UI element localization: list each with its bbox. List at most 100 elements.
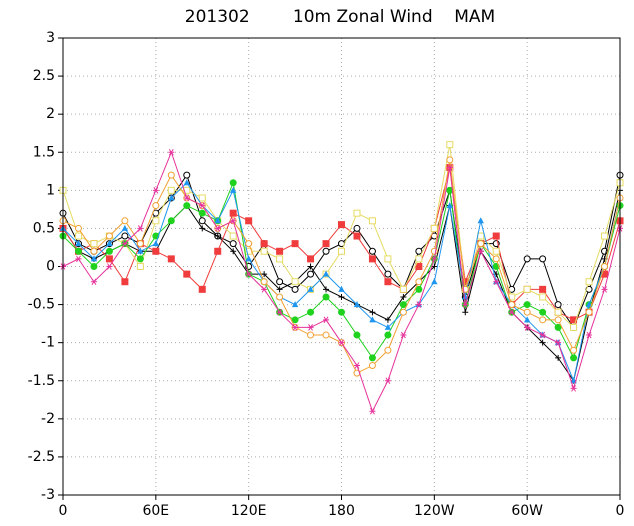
marker bbox=[554, 323, 562, 331]
marker bbox=[554, 316, 562, 324]
series bbox=[60, 148, 623, 415]
marker bbox=[136, 255, 144, 263]
marker bbox=[384, 323, 392, 330]
marker bbox=[214, 225, 221, 232]
marker bbox=[384, 331, 392, 339]
marker bbox=[183, 270, 191, 278]
y-tick-label: -3 bbox=[41, 487, 55, 503]
marker bbox=[338, 247, 345, 255]
marker bbox=[446, 141, 454, 149]
marker bbox=[353, 362, 360, 369]
marker bbox=[539, 331, 546, 339]
marker bbox=[75, 255, 82, 263]
marker bbox=[183, 194, 190, 202]
marker bbox=[446, 156, 454, 164]
marker bbox=[539, 255, 547, 263]
marker bbox=[322, 293, 330, 301]
marker bbox=[229, 186, 237, 193]
marker bbox=[431, 255, 438, 263]
marker bbox=[539, 339, 546, 346]
marker bbox=[322, 240, 330, 248]
marker bbox=[384, 255, 392, 263]
marker bbox=[74, 247, 82, 255]
marker bbox=[369, 407, 376, 415]
marker bbox=[90, 240, 98, 248]
plot-frame bbox=[62, 37, 621, 496]
marker bbox=[199, 202, 206, 209]
marker bbox=[167, 186, 175, 194]
y-tick-label: -1.5 bbox=[28, 373, 55, 389]
marker bbox=[291, 285, 299, 293]
marker bbox=[508, 301, 516, 309]
marker bbox=[477, 232, 485, 240]
marker bbox=[121, 224, 129, 231]
marker bbox=[168, 148, 175, 156]
marker bbox=[307, 331, 315, 339]
marker bbox=[307, 270, 315, 278]
marker bbox=[183, 202, 191, 210]
marker bbox=[492, 255, 500, 263]
marker bbox=[539, 308, 547, 316]
x-tick-label: 0 bbox=[616, 503, 625, 519]
marker bbox=[353, 224, 361, 232]
y-tick-label: 1.5 bbox=[33, 144, 55, 160]
marker bbox=[106, 263, 113, 270]
marker bbox=[152, 247, 160, 255]
marker bbox=[245, 255, 252, 262]
marker bbox=[260, 247, 268, 255]
marker bbox=[322, 247, 330, 255]
marker bbox=[183, 179, 190, 186]
marker bbox=[322, 331, 330, 339]
marker bbox=[586, 331, 593, 339]
marker bbox=[292, 324, 299, 331]
marker bbox=[368, 255, 376, 263]
marker bbox=[570, 354, 578, 362]
marker bbox=[167, 171, 175, 179]
line bbox=[62, 150, 621, 413]
marker bbox=[323, 316, 330, 324]
marker bbox=[152, 187, 159, 194]
marker bbox=[523, 308, 531, 316]
marker bbox=[462, 309, 469, 316]
marker bbox=[245, 270, 252, 278]
marker bbox=[477, 217, 484, 224]
marker bbox=[338, 339, 345, 346]
marker bbox=[384, 316, 391, 323]
marker bbox=[198, 209, 206, 217]
marker bbox=[121, 232, 129, 240]
marker bbox=[446, 202, 454, 209]
marker bbox=[291, 316, 299, 324]
marker bbox=[400, 331, 407, 339]
y-tick-label: 1 bbox=[46, 182, 55, 198]
marker bbox=[601, 232, 609, 240]
marker bbox=[353, 209, 361, 217]
x-tick-label: 60E bbox=[142, 503, 169, 519]
marker bbox=[291, 278, 299, 286]
marker bbox=[601, 286, 608, 293]
marker bbox=[137, 247, 144, 254]
marker bbox=[307, 308, 315, 316]
y-tick-label: 2.5 bbox=[33, 68, 55, 84]
marker bbox=[477, 247, 484, 255]
marker bbox=[152, 217, 160, 225]
marker bbox=[137, 225, 144, 232]
marker bbox=[523, 255, 531, 263]
marker bbox=[415, 247, 423, 255]
marker bbox=[307, 263, 314, 270]
marker bbox=[105, 232, 113, 240]
marker bbox=[539, 293, 547, 301]
y-tick-label: -1 bbox=[41, 335, 55, 351]
marker bbox=[415, 301, 422, 308]
y-tick-label: -0.5 bbox=[28, 297, 55, 313]
marker bbox=[214, 233, 221, 240]
marker bbox=[136, 240, 144, 248]
marker bbox=[90, 255, 98, 262]
marker bbox=[368, 217, 376, 225]
marker bbox=[384, 346, 392, 354]
marker bbox=[106, 240, 113, 247]
x-tick-label: 0 bbox=[59, 503, 68, 519]
marker bbox=[368, 354, 376, 362]
marker bbox=[152, 202, 160, 210]
marker bbox=[369, 309, 376, 316]
y-tick-label: 2 bbox=[46, 106, 55, 122]
